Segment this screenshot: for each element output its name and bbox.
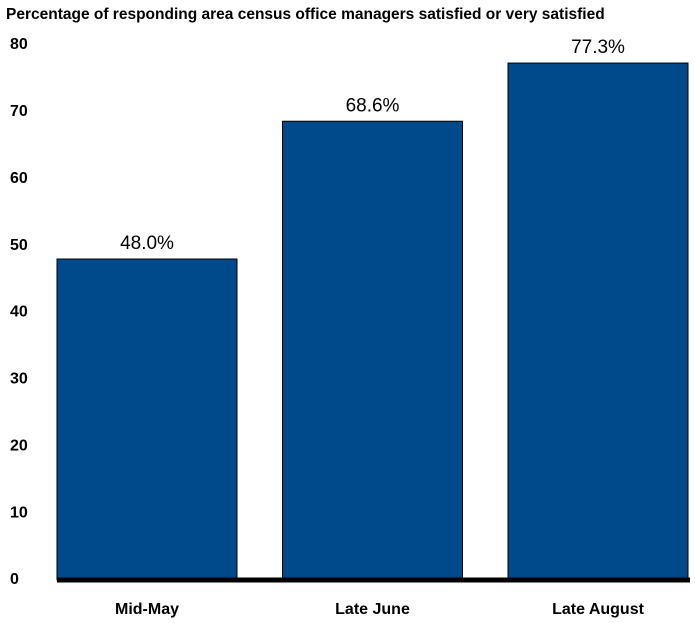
value-label: 48.0%: [120, 233, 174, 254]
y-tick-label: 30: [10, 371, 28, 388]
y-tick-label: 0: [10, 571, 19, 588]
y-tick-label: 10: [10, 504, 28, 521]
value-label: 68.6%: [346, 95, 400, 116]
bar: [507, 62, 689, 581]
y-tick-label: 80: [10, 36, 28, 53]
y-tick-label: 70: [10, 103, 28, 120]
x-tick-label: Mid-May: [115, 601, 179, 618]
value-label: 77.3%: [571, 37, 625, 58]
y-tick-label: 50: [10, 237, 28, 254]
y-tick-label: 20: [10, 437, 28, 454]
y-tick-label: 60: [10, 170, 28, 187]
bar: [56, 258, 238, 581]
x-tick-label: Late June: [335, 601, 410, 618]
y-tick-label: 40: [10, 304, 28, 321]
bar: [282, 120, 463, 581]
x-tick-label: Late August: [552, 601, 645, 618]
chart-title: Percentage of responding area census off…: [6, 6, 605, 23]
